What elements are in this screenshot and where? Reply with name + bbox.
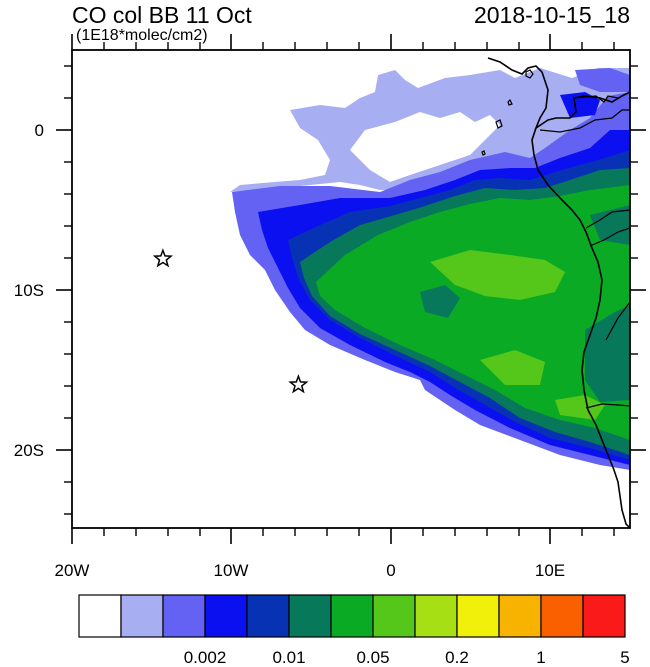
colorbar <box>78 594 626 638</box>
x-minor-ticks <box>103 42 615 536</box>
gap-north-a <box>350 112 500 182</box>
border-inland-1 <box>539 109 630 133</box>
x-tick-label: 20W <box>55 561 90 580</box>
colorbar-label: 0.2 <box>445 648 469 667</box>
colorbar-swatch <box>288 594 332 638</box>
y-ticks <box>56 129 646 451</box>
colorbar-swatch <box>120 594 164 638</box>
colorbar-swatch <box>498 594 542 638</box>
y-tick-label: 0 <box>35 121 44 140</box>
contour-0.2-a <box>430 250 565 300</box>
border-inland-6 <box>585 403 630 409</box>
contour-0.005-patch-north <box>575 68 630 92</box>
contour-0.2-b <box>480 350 545 385</box>
plot-frame <box>71 49 631 529</box>
contour-0.2-c <box>555 395 605 420</box>
y-tick-label: 10S <box>14 281 44 300</box>
star-marker-1 <box>152 248 173 268</box>
colorbar-swatch <box>372 594 416 638</box>
island-bioko <box>525 69 534 79</box>
colorbar-label: 1 <box>536 648 546 667</box>
station-markers <box>152 248 309 394</box>
colorbar-swatch <box>540 594 584 638</box>
border-inland-5 <box>605 301 630 341</box>
x-tick-label: 10E <box>535 561 565 580</box>
border-inland-4 <box>589 227 630 247</box>
x-tick-label: 10W <box>214 561 249 580</box>
colorbar-label: 0.01 <box>272 648 306 667</box>
border-inland-3 <box>585 209 630 229</box>
border-inland-2 <box>573 95 619 103</box>
colorbar-swatch <box>162 594 206 638</box>
colorbar-label: 5 <box>620 648 630 667</box>
colorbar-swatch <box>330 594 374 638</box>
y-tick-label: 20S <box>14 441 44 460</box>
colorbar-swatch <box>456 594 500 638</box>
island-annobon <box>481 150 486 156</box>
gap-north-b <box>330 58 375 78</box>
colorbar-swatch <box>414 594 458 638</box>
island-principe <box>507 98 513 106</box>
colorbar-swatch <box>204 594 248 638</box>
colorbar-swatch <box>246 594 290 638</box>
contour-0.05-patch-c <box>590 205 630 245</box>
contour-0.05-patch-b <box>585 305 630 402</box>
contour-0.05-patch-a <box>420 285 460 318</box>
map-units-subtitle: (1E18*molec/cm2) <box>76 27 208 44</box>
contour-0.1 <box>316 185 630 440</box>
y-minor-ticks <box>64 65 638 515</box>
co-field <box>230 58 630 470</box>
x-tick-label: 0 <box>386 561 395 580</box>
coastline <box>481 57 630 528</box>
map-datetime: 2018-10-15_18 <box>473 2 630 28</box>
contour-0.01-patch-north <box>560 92 600 118</box>
colorbar-label: 0.05 <box>356 648 390 667</box>
colorbar-swatch <box>582 594 626 638</box>
island-sao-tome <box>495 119 503 129</box>
colorbar-swatch <box>78 594 122 638</box>
colorbar-label: 0.002 <box>183 648 227 667</box>
star-marker-2 <box>288 374 309 394</box>
coastline-west-central <box>531 127 630 528</box>
coastline-africa <box>487 57 630 131</box>
map-title: CO col BB 11 Oct <box>72 2 252 28</box>
x-ticks <box>71 34 551 544</box>
